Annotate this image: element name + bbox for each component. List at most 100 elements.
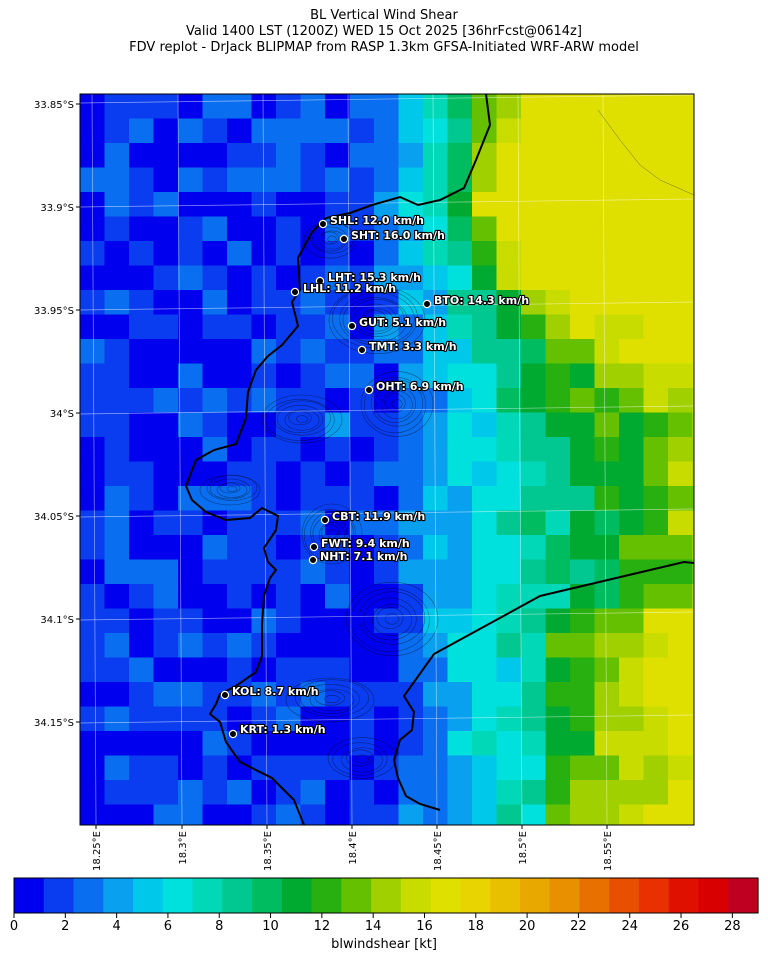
shear-cell xyxy=(178,241,203,266)
shear-cell xyxy=(692,486,694,511)
shear-cell xyxy=(643,363,669,389)
shear-cell xyxy=(300,486,326,511)
shear-cell xyxy=(251,682,277,707)
shear-cell xyxy=(619,608,644,634)
shear-cell xyxy=(594,241,620,266)
shear-cell xyxy=(643,755,669,781)
shear-cell xyxy=(447,657,473,683)
shear-cell xyxy=(619,706,644,732)
shear-cell xyxy=(80,804,105,825)
shear-cell xyxy=(545,388,571,413)
shear-cell xyxy=(202,559,228,585)
shear-cell xyxy=(153,535,179,560)
shear-cell xyxy=(570,290,595,315)
site-marker xyxy=(339,234,349,244)
shear-cell xyxy=(545,559,571,585)
shear-cell xyxy=(594,192,620,217)
shear-cell xyxy=(545,265,571,291)
shear-cell xyxy=(325,731,350,756)
shear-cell xyxy=(447,265,473,291)
site-label-shl: SHL: 12.0 km/h xyxy=(330,214,424,227)
shear-cell xyxy=(325,780,350,805)
terrain-contour xyxy=(363,597,417,641)
shear-cell xyxy=(374,314,399,340)
shear-cell xyxy=(496,388,522,413)
shear-cell xyxy=(374,682,399,707)
shear-cell xyxy=(104,608,130,634)
shear-cell xyxy=(349,118,375,144)
shear-cell xyxy=(104,412,130,438)
shear-cell xyxy=(570,829,595,854)
shear-cell xyxy=(129,535,154,560)
shear-cell xyxy=(692,290,694,315)
terrain-contour xyxy=(381,390,413,420)
shear-cell xyxy=(80,535,105,560)
shear-cell xyxy=(300,461,326,487)
shear-cell xyxy=(545,143,571,168)
shear-cell xyxy=(325,167,350,193)
site-label-oht: OHT: 6.9 km/h xyxy=(376,380,464,393)
shear-cell xyxy=(129,584,154,609)
shear-cell xyxy=(472,731,497,756)
shear-cell xyxy=(374,437,399,462)
shear-cell xyxy=(153,314,179,340)
terrain-contour xyxy=(312,516,348,552)
colorbar-tick-label: 8 xyxy=(215,919,223,934)
lon-tick-label: 18.25°E xyxy=(92,831,103,871)
shear-cell xyxy=(570,633,595,658)
shear-cell xyxy=(692,510,694,536)
terrain-contour xyxy=(216,482,248,498)
shear-cell xyxy=(104,363,130,389)
shear-cell xyxy=(447,412,473,438)
shear-cell xyxy=(423,731,448,756)
shear-cell xyxy=(374,118,399,144)
shear-cell xyxy=(325,755,350,781)
shear-cell xyxy=(594,363,620,389)
terrain-contour xyxy=(303,221,357,259)
shear-cell xyxy=(153,706,179,732)
shear-cell xyxy=(472,143,497,168)
shear-cell xyxy=(545,731,571,756)
shear-cell xyxy=(104,657,130,683)
shear-cell xyxy=(472,510,497,536)
shear-cell xyxy=(472,412,497,438)
shear-cell xyxy=(398,412,424,438)
shear-cell xyxy=(398,388,424,413)
shear-cell xyxy=(300,167,326,193)
shear-cell xyxy=(668,192,693,217)
shear-cell xyxy=(447,216,473,242)
shear-cell xyxy=(619,510,644,536)
shear-cell xyxy=(104,339,130,364)
shear-cell xyxy=(496,363,522,389)
shear-cell xyxy=(251,388,277,413)
shear-cell xyxy=(301,829,326,854)
shear-cell xyxy=(178,633,203,658)
shear-cell xyxy=(472,216,497,242)
shear-cell xyxy=(178,682,203,707)
shear-cell xyxy=(202,363,228,389)
shear-cell xyxy=(349,486,375,511)
shear-cell xyxy=(104,314,130,340)
shear-cell xyxy=(692,314,694,340)
terrain-contour xyxy=(374,385,416,423)
colorbar-segment xyxy=(192,878,223,913)
shear-cell xyxy=(398,118,424,144)
shear-cell xyxy=(521,412,546,438)
colorbar-segment xyxy=(549,878,581,913)
shear-cell xyxy=(398,535,424,560)
shear-cell xyxy=(129,731,154,756)
shear-cell xyxy=(227,167,252,193)
shear-cell xyxy=(594,314,620,340)
shear-cell xyxy=(692,118,694,144)
shear-cell xyxy=(496,167,522,193)
shear-cell xyxy=(349,167,375,193)
shear-cell xyxy=(496,118,522,144)
shear-cell xyxy=(178,608,203,634)
shear-cell xyxy=(496,780,522,805)
shear-cell xyxy=(325,461,350,487)
shear-cell xyxy=(545,363,571,389)
shear-cell xyxy=(594,461,620,487)
shear-cell xyxy=(668,94,693,119)
colorbar-tick-label: 20 xyxy=(519,919,536,934)
shear-cell xyxy=(276,167,301,193)
